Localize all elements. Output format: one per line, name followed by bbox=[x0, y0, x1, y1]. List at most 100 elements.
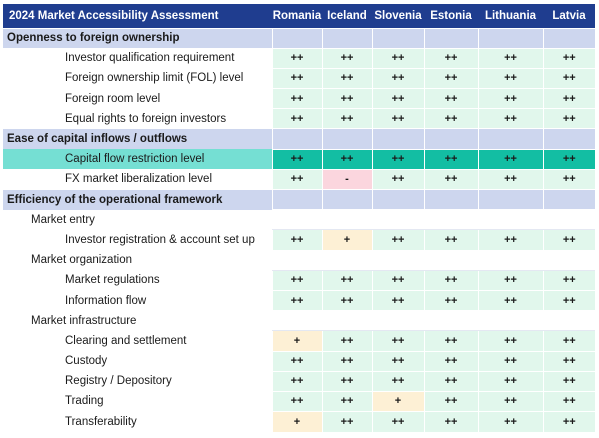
criterion-label: Clearing and settlement bbox=[3, 330, 272, 351]
section-cell bbox=[271, 27, 322, 49]
rating-cell: ++ bbox=[271, 370, 322, 392]
rating-cell: ++ bbox=[477, 350, 543, 372]
subsection-cell bbox=[423, 209, 478, 231]
subsection-cell bbox=[477, 209, 543, 231]
rating-cell: ++ bbox=[271, 289, 322, 311]
criterion-row: Investor qualification requirement ++ ++ ++… bbox=[3, 47, 595, 69]
section-cell bbox=[321, 27, 372, 49]
country-header: Estonia bbox=[424, 4, 478, 28]
rating-cell: ++ bbox=[371, 148, 424, 170]
subsection-cell bbox=[271, 209, 322, 231]
rating-cell: ++ bbox=[271, 168, 322, 190]
criterion-label: Market regulations bbox=[3, 270, 272, 291]
section-cell bbox=[271, 188, 322, 210]
subsection-cell bbox=[423, 310, 478, 332]
section-cell bbox=[477, 128, 543, 150]
criterion-label: Equal rights to foreign investors bbox=[3, 108, 272, 129]
rating-cell: ++ bbox=[423, 289, 478, 311]
country-header: Romania bbox=[272, 4, 322, 28]
subsection-row: Market entry bbox=[3, 209, 595, 231]
section-label: Efficiency of the operational framework bbox=[3, 188, 272, 210]
criterion-row: Foreign ownership limit (FOL) level ++ ++ +… bbox=[3, 67, 595, 89]
criterion-row: Registry / Depository ++ ++ ++ ++ ++ ++ bbox=[3, 370, 595, 392]
rating-cell: ++ bbox=[271, 88, 322, 109]
country-header: Iceland bbox=[322, 4, 372, 28]
rating-cell: ++ bbox=[271, 269, 322, 291]
subsection-cell bbox=[321, 310, 372, 332]
rating-cell: ++ bbox=[423, 390, 478, 412]
criterion-label: Investor registration & account set up bbox=[3, 229, 272, 251]
rating-cell: ++ bbox=[477, 411, 543, 432]
rating-cell: ++ bbox=[477, 269, 543, 291]
rating-cell: ++ bbox=[371, 88, 424, 109]
rating-cell: ++ bbox=[271, 108, 322, 129]
criterion-row: Trading ++ ++ + ++ ++ ++ bbox=[3, 390, 595, 412]
rating-cell: ++ bbox=[271, 229, 322, 251]
section-cell bbox=[271, 128, 322, 150]
rating-cell: ++ bbox=[542, 47, 595, 69]
rating-cell: ++ bbox=[477, 370, 543, 392]
criterion-label: Trading bbox=[3, 391, 272, 412]
criterion-label: Investor qualification requirement bbox=[3, 48, 272, 69]
criterion-label: Capital flow restriction level bbox=[3, 149, 272, 170]
rating-cell: ++ bbox=[477, 47, 543, 69]
rating-cell: - bbox=[321, 168, 372, 190]
criterion-label: Custody bbox=[3, 351, 272, 372]
rating-cell: ++ bbox=[371, 168, 424, 190]
subsection-cell bbox=[542, 209, 595, 231]
rating-cell: ++ bbox=[477, 289, 543, 311]
rating-cell: ++ bbox=[371, 47, 424, 69]
rating-cell: ++ bbox=[371, 269, 424, 291]
rating-cell: ++ bbox=[423, 269, 478, 291]
rating-cell: + bbox=[371, 390, 424, 412]
rating-cell: ++ bbox=[371, 108, 424, 129]
rating-cell: ++ bbox=[542, 370, 595, 392]
criterion-row: Investor registration & account set up ++… bbox=[3, 229, 595, 251]
subsection-cell bbox=[371, 209, 424, 231]
rating-cell: ++ bbox=[321, 350, 372, 372]
rating-cell: ++ bbox=[477, 168, 543, 190]
section-cell bbox=[477, 27, 543, 49]
section-cell bbox=[542, 188, 595, 210]
subsection-row: Market infrastructure bbox=[3, 310, 595, 332]
rating-cell: ++ bbox=[542, 148, 595, 170]
subsection-cell bbox=[477, 249, 543, 271]
criterion-label: Registry / Depository bbox=[3, 371, 272, 392]
subsection-label: Market infrastructure bbox=[3, 310, 272, 331]
criterion-row: Custody ++ ++ ++ ++ ++ ++ bbox=[3, 350, 595, 372]
subsection-row: Market organization bbox=[3, 249, 595, 271]
table-body: Openness to foreign ownership Investor qu… bbox=[3, 27, 595, 432]
rating-cell: ++ bbox=[371, 229, 424, 251]
rating-cell: ++ bbox=[371, 411, 424, 432]
rating-cell: ++ bbox=[542, 289, 595, 311]
rating-cell: ++ bbox=[423, 350, 478, 372]
subsection-cell bbox=[321, 249, 372, 271]
rating-cell: ++ bbox=[321, 88, 372, 109]
rating-cell: ++ bbox=[423, 88, 478, 109]
rating-cell: ++ bbox=[423, 168, 478, 190]
subsection-cell bbox=[371, 310, 424, 332]
rating-cell: ++ bbox=[477, 148, 543, 170]
criterion-label: Foreign room level bbox=[3, 88, 272, 109]
rating-cell: ++ bbox=[321, 148, 372, 170]
highlighted-criterion-row: Capital flow restriction level ++ ++ ++ ++ ++… bbox=[3, 148, 595, 170]
rating-cell: ++ bbox=[477, 108, 543, 129]
rating-cell: ++ bbox=[423, 47, 478, 69]
criterion-row: Equal rights to foreign investors ++ ++ ++ +… bbox=[3, 108, 595, 129]
rating-cell: ++ bbox=[542, 390, 595, 412]
criterion-row: FX market liberalization level ++ - ++ ++ ++ +… bbox=[3, 168, 595, 190]
criterion-label: Foreign ownership limit (FOL) level bbox=[3, 68, 272, 89]
section-cell bbox=[371, 27, 424, 49]
rating-cell: + bbox=[271, 411, 322, 432]
rating-cell: ++ bbox=[542, 67, 595, 89]
rating-cell: ++ bbox=[371, 289, 424, 311]
section-cell bbox=[423, 188, 478, 210]
section-cell bbox=[423, 128, 478, 150]
subsection-cell bbox=[371, 249, 424, 271]
rating-cell: ++ bbox=[321, 370, 372, 392]
rating-cell: ++ bbox=[423, 330, 478, 351]
criterion-row: Market regulations ++ ++ ++ ++ ++ ++ bbox=[3, 269, 595, 291]
section-row: Ease of capital inflows / outflows bbox=[3, 128, 595, 150]
country-header: Latvia bbox=[543, 4, 595, 28]
